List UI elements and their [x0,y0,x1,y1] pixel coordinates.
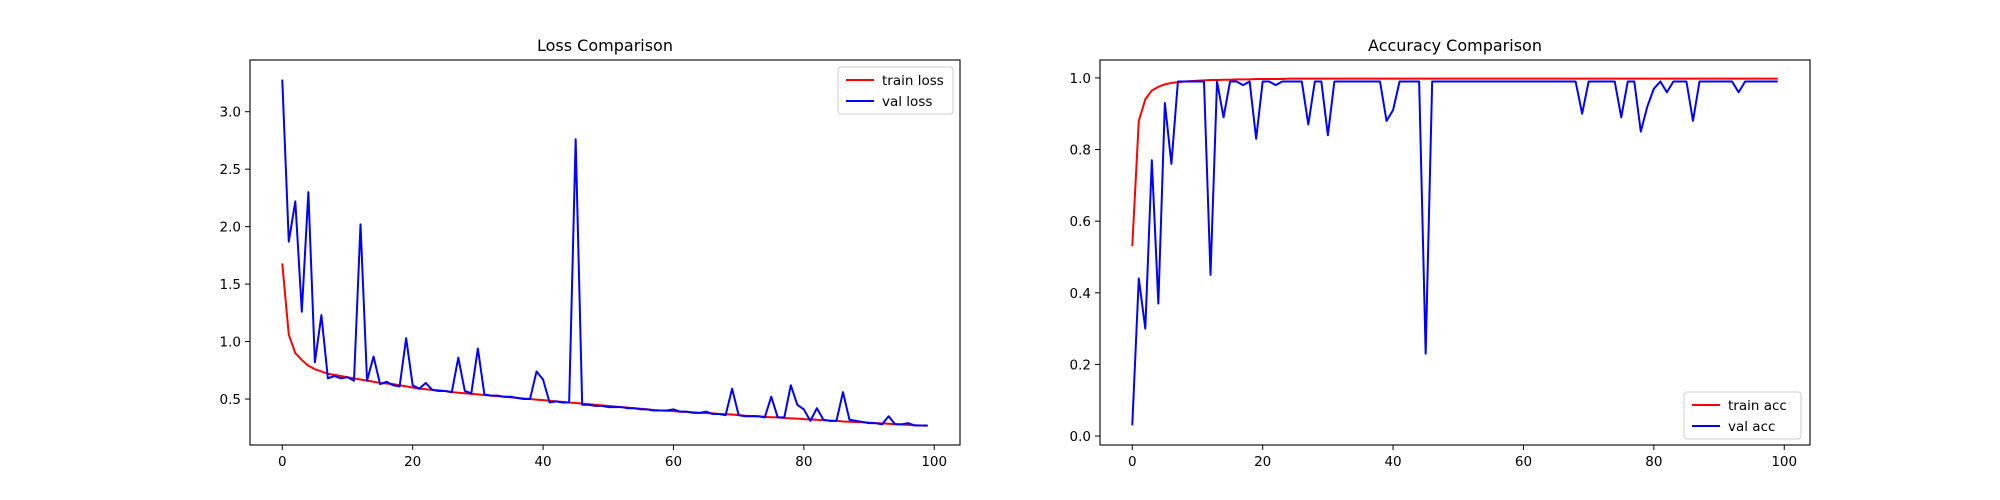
legend-label: val acc [1728,419,1775,435]
y-tick-label: 1.5 [220,277,241,293]
x-tick-label: 20 [404,454,421,470]
y-tick-label: 0.2 [1070,357,1091,373]
y-tick-label: 3.0 [220,105,241,121]
legend: train acc val acc [1683,391,1802,440]
x-tick-label: 60 [665,454,682,470]
x-tick-label: 20 [1254,454,1271,470]
plot-frame [249,59,961,446]
x-tick-label: 40 [1384,454,1401,470]
y-tick-label: 0.8 [1070,143,1091,159]
x-tick-label: 100 [921,454,947,470]
legend-box [1683,391,1802,440]
series-line-train-acc [1131,77,1778,247]
chart-title: Accuracy Comparison [1368,36,1542,55]
x-tick-label: 100 [1771,454,1797,470]
accuracy-comparison-chart: Accuracy Comparison 0 20 40 60 80 100 0.0 0.2 0.4… [1070,36,1811,470]
y-tick-label: 0.0 [1070,429,1091,445]
series-line-train-loss [281,263,928,427]
legend-box [837,66,954,115]
series-line-val-loss [281,79,928,427]
x-tick-label: 0 [1128,454,1137,470]
y-tick-label: 1.0 [1070,71,1091,87]
legend: train loss val loss [837,66,954,115]
y-tick-label: 2.5 [220,162,241,178]
y-tick-label: 1.0 [220,335,241,351]
y-tick-label: 0.4 [1070,286,1091,302]
y-tick-label: 0.5 [220,392,241,408]
chart-title: Loss Comparison [537,36,673,55]
series-line-val-acc [1131,80,1778,426]
x-tick-label: 60 [1515,454,1532,470]
legend-label: train loss [882,73,944,89]
loss-comparison-chart: Loss Comparison 0 20 40 60 80 100 0.5 1.0 1.5 2.0 2… [220,36,961,470]
y-tick-label: 2.0 [220,220,241,236]
x-tick-label: 0 [278,454,287,470]
y-tick-label: 0.6 [1070,214,1091,230]
plot-frame [1099,59,1811,446]
legend-label: train acc [1728,398,1787,414]
x-tick-label: 80 [1645,454,1662,470]
x-tick-label: 40 [534,454,551,470]
legend-label: val loss [882,94,932,110]
x-tick-label: 80 [795,454,812,470]
